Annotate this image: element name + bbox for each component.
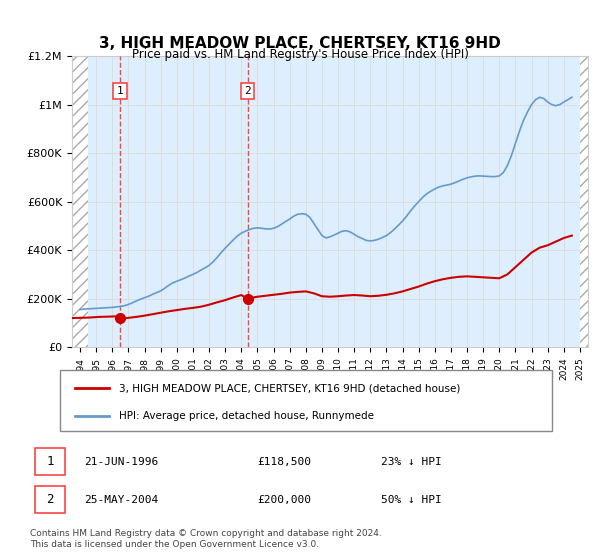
FancyBboxPatch shape (60, 370, 552, 431)
Text: Contains HM Land Registry data © Crown copyright and database right 2024.
This d: Contains HM Land Registry data © Crown c… (30, 529, 382, 549)
Text: 2: 2 (244, 86, 251, 96)
Text: 21-JUN-1996: 21-JUN-1996 (84, 457, 158, 467)
Text: HPI: Average price, detached house, Runnymede: HPI: Average price, detached house, Runn… (119, 411, 374, 421)
Bar (580, 56, 588, 347)
Bar (72, 56, 88, 347)
FancyBboxPatch shape (35, 486, 65, 513)
Text: 3, HIGH MEADOW PLACE, CHERTSEY, KT16 9HD (detached house): 3, HIGH MEADOW PLACE, CHERTSEY, KT16 9HD… (119, 383, 460, 393)
Text: 50% ↓ HPI: 50% ↓ HPI (381, 494, 442, 505)
Text: 25-MAY-2004: 25-MAY-2004 (84, 494, 158, 505)
Text: Price paid vs. HM Land Registry's House Price Index (HPI): Price paid vs. HM Land Registry's House … (131, 48, 469, 60)
Text: 2: 2 (46, 493, 54, 506)
Text: 1: 1 (116, 86, 123, 96)
Text: £118,500: £118,500 (257, 457, 311, 467)
Text: 23% ↓ HPI: 23% ↓ HPI (381, 457, 442, 467)
Text: £200,000: £200,000 (257, 494, 311, 505)
Text: 1: 1 (46, 455, 54, 468)
FancyBboxPatch shape (35, 449, 65, 475)
Text: 3, HIGH MEADOW PLACE, CHERTSEY, KT16 9HD: 3, HIGH MEADOW PLACE, CHERTSEY, KT16 9HD (99, 36, 501, 52)
